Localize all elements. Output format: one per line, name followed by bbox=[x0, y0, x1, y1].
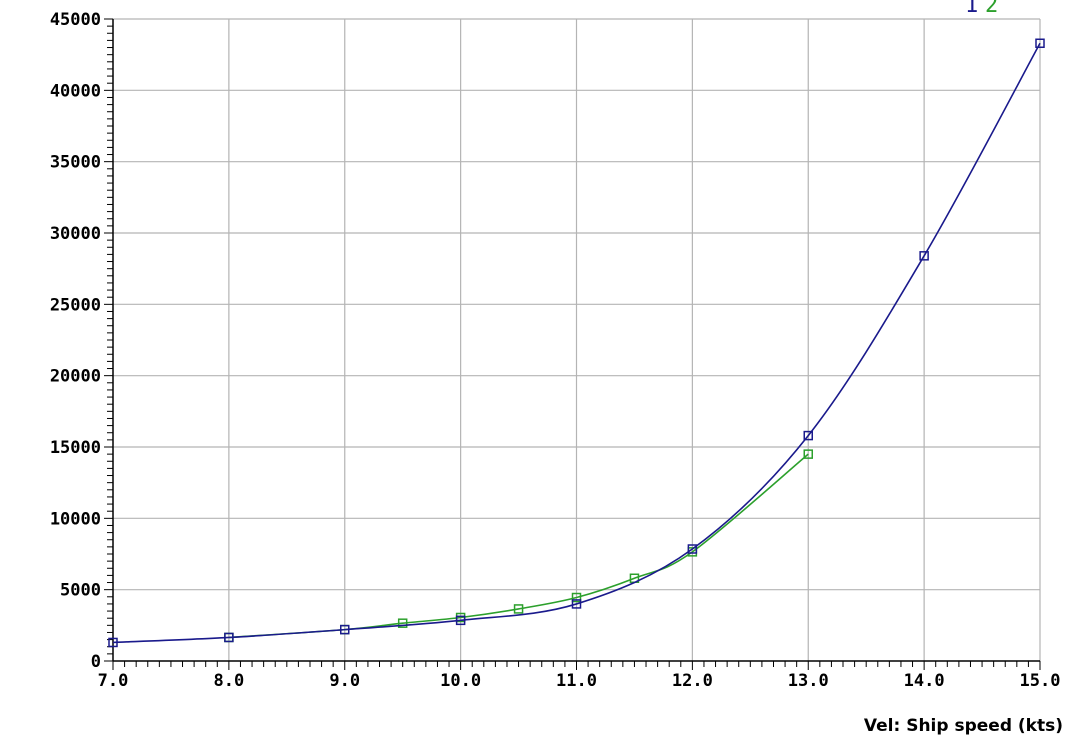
x-tick-label: 9.0 bbox=[329, 671, 360, 691]
series-1-marker bbox=[687, 544, 698, 554]
y-tick-label: 40000 bbox=[50, 81, 101, 101]
minor-ticks bbox=[104, 18, 1041, 670]
series-2-marker bbox=[571, 592, 582, 603]
x-tick-label: 11.0 bbox=[556, 671, 597, 691]
y-tick-label: 5000 bbox=[60, 581, 101, 601]
y-tick-label: 10000 bbox=[50, 509, 101, 529]
y-tick-label: 0 bbox=[91, 652, 101, 672]
x-tick-label: 15.0 bbox=[1020, 671, 1061, 691]
x-tick-label: 10.0 bbox=[440, 671, 481, 691]
series-1-marker bbox=[803, 430, 813, 441]
x-tick-label: 8.0 bbox=[214, 671, 245, 691]
series-1-marker bbox=[1035, 38, 1045, 49]
series-2-marker bbox=[397, 618, 408, 628]
x-tick-label: 12.0 bbox=[672, 671, 713, 691]
x-axis-label: Vel: Ship speed (kts) bbox=[864, 716, 1063, 736]
series-1-marker bbox=[224, 632, 234, 643]
series-1-marker bbox=[571, 599, 582, 609]
y-tick-label: 15000 bbox=[50, 438, 101, 458]
grid-lines bbox=[113, 18, 1041, 661]
x-tick-label: 13.0 bbox=[788, 671, 829, 691]
series-2-marker bbox=[803, 449, 813, 459]
legend-entry-2: 2 bbox=[985, 0, 998, 18]
series-1-marker bbox=[340, 624, 350, 635]
y-tick-label: 25000 bbox=[50, 295, 101, 315]
series-1-marker bbox=[108, 637, 118, 648]
tick-labels: 7.0 8.0 9.0 10.0 11.0 12.0 13.0 14.0 15.0 0 5000 10… bbox=[50, 10, 1061, 691]
y-tick-label: 35000 bbox=[50, 153, 101, 173]
y-tick-label: 45000 bbox=[50, 10, 101, 30]
y-tick-label: 30000 bbox=[50, 224, 101, 244]
x-tick-label: 7.0 bbox=[98, 671, 129, 691]
y-tick-label: 20000 bbox=[50, 367, 101, 387]
series-layer bbox=[108, 38, 1045, 648]
legend-entry-1: 1 bbox=[965, 0, 978, 18]
series-line-2 bbox=[228, 453, 809, 639]
series-2-marker bbox=[513, 604, 524, 614]
x-tick-label: 14.0 bbox=[904, 671, 945, 691]
series-1-marker bbox=[455, 615, 466, 626]
series-1-marker bbox=[919, 251, 929, 261]
axes bbox=[112, 19, 1040, 662]
